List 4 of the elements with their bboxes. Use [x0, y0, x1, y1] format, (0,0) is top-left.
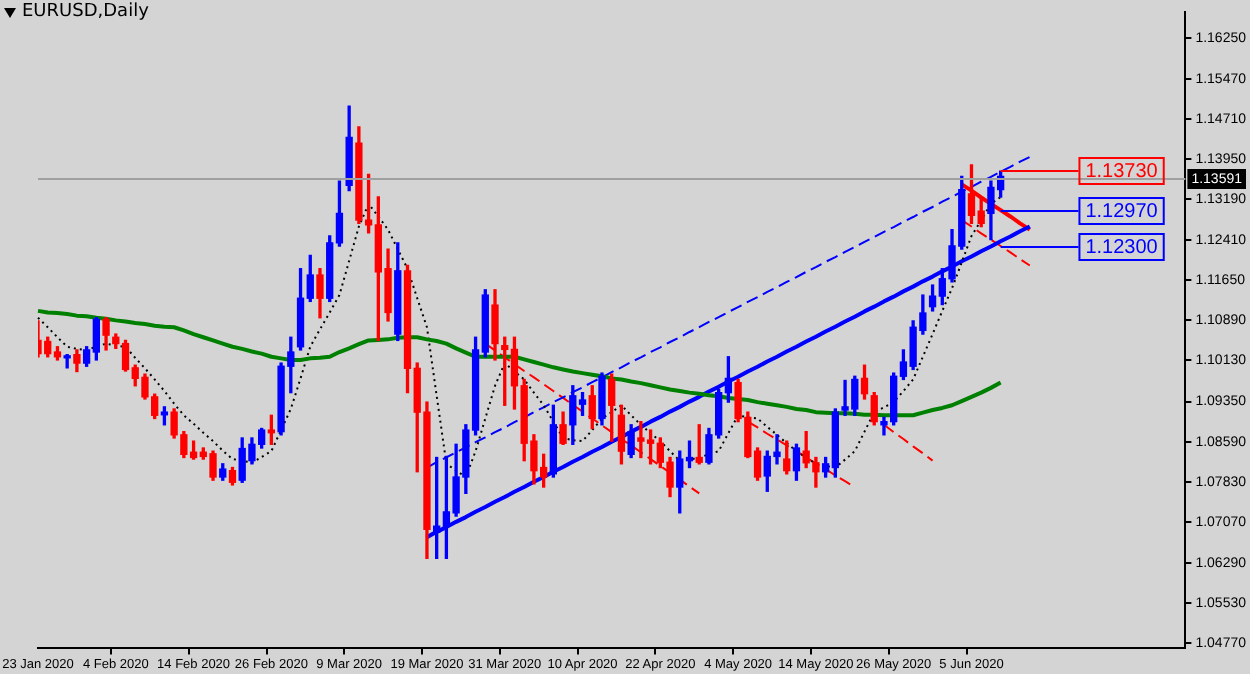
chart-title: EURUSD,Daily	[22, 2, 149, 22]
ref-line-label: 1.12970	[1085, 200, 1159, 223]
ref-line-label: 1.13730	[1085, 160, 1159, 183]
ref-line-label: 1.12300	[1085, 236, 1159, 259]
